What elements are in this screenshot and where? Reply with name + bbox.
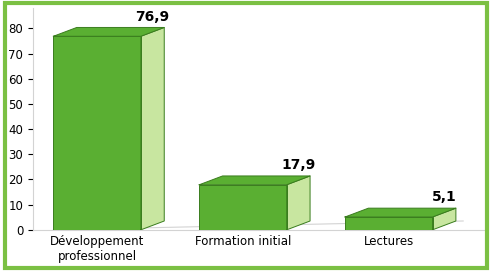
- Polygon shape: [54, 27, 164, 36]
- Text: 76,9: 76,9: [135, 10, 170, 24]
- Polygon shape: [141, 27, 164, 230]
- Polygon shape: [432, 208, 456, 230]
- FancyBboxPatch shape: [199, 185, 287, 230]
- Polygon shape: [287, 176, 310, 230]
- Text: 17,9: 17,9: [281, 158, 315, 172]
- FancyBboxPatch shape: [54, 36, 141, 230]
- Polygon shape: [345, 208, 456, 217]
- FancyBboxPatch shape: [345, 217, 432, 230]
- Polygon shape: [199, 176, 310, 185]
- Text: 5,1: 5,1: [432, 191, 457, 204]
